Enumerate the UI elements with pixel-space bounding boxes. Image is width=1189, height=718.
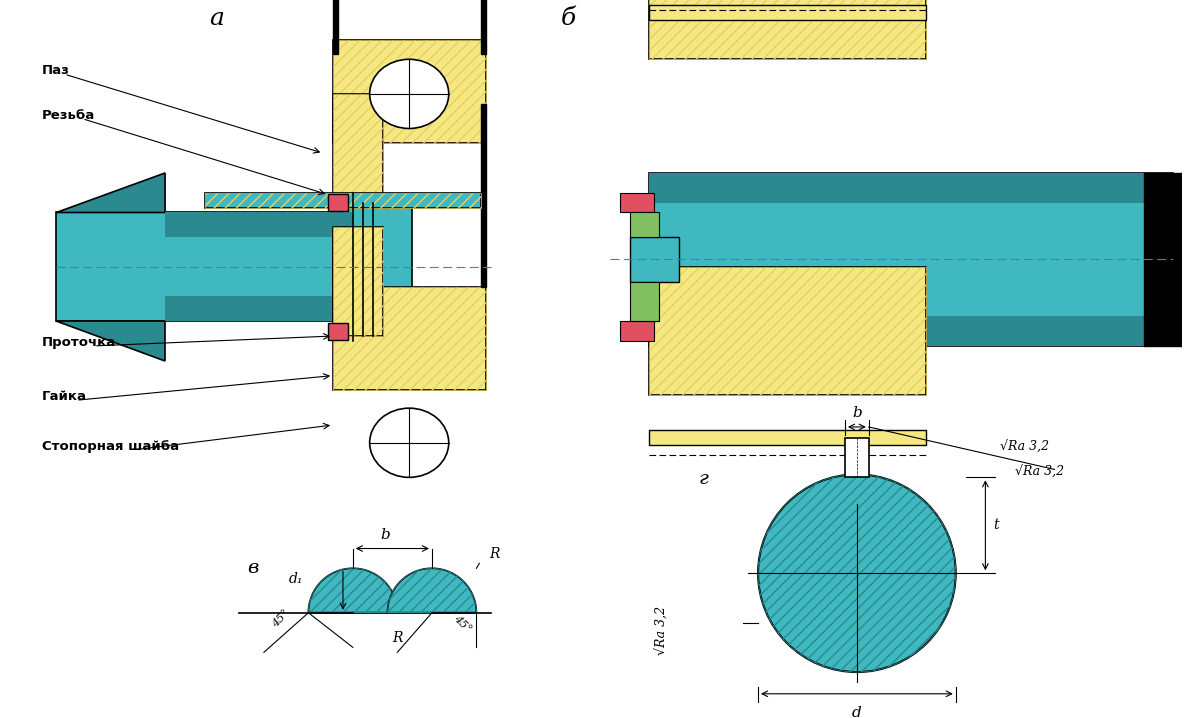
Polygon shape [328,323,348,340]
Bar [333,94,383,202]
Polygon shape [333,197,413,336]
Text: в: в [247,559,258,577]
Text: 45°: 45° [452,613,473,635]
Text: b: b [380,528,390,541]
Text: Паз: Паз [42,64,69,77]
Polygon shape [308,568,397,612]
Text: R: R [392,631,403,645]
Bar [649,0,926,60]
Bar [649,267,926,396]
Polygon shape [630,213,659,237]
Bar [333,286,486,391]
Bar [482,0,486,55]
Bar [333,39,486,144]
Bar [333,94,383,202]
Polygon shape [205,192,482,208]
Polygon shape [649,173,1174,346]
Bar [333,286,486,391]
Bar [333,39,486,144]
Text: Гайка: Гайка [42,391,87,404]
Text: б: б [560,6,575,29]
Ellipse shape [370,60,448,129]
Bar [333,228,383,336]
Bar [333,228,383,336]
Text: г: г [699,470,709,488]
Polygon shape [649,316,1174,346]
Polygon shape [619,192,654,213]
Text: √Ra 3,2: √Ra 3,2 [1000,439,1050,452]
Polygon shape [388,568,477,612]
Text: √Ra 3,2: √Ra 3,2 [1015,465,1064,477]
Text: 45°: 45° [271,608,292,630]
Text: t: t [993,518,999,532]
Text: Стопорная шайба: Стопорная шайба [42,439,178,452]
Text: Проточка: Проточка [42,336,115,349]
Bar [649,267,926,396]
Polygon shape [328,194,348,210]
Polygon shape [165,213,353,237]
Circle shape [759,475,956,672]
Text: √Ra 3,2: √Ra 3,2 [654,606,667,656]
Text: Резьба: Резьба [42,108,95,121]
Bar [649,430,926,444]
Polygon shape [56,173,165,213]
Polygon shape [630,281,659,321]
Polygon shape [630,237,679,281]
Text: d: d [853,706,862,718]
Text: b: b [853,406,862,420]
Bar [649,0,926,60]
Polygon shape [56,321,165,360]
Text: d₁: d₁ [289,572,303,586]
Bar [845,438,869,477]
Text: R: R [489,547,499,561]
Polygon shape [619,321,654,341]
Bar [649,5,926,20]
Text: a: a [209,6,225,29]
Polygon shape [1144,173,1182,346]
Bar [333,0,338,55]
Polygon shape [649,173,1174,202]
Ellipse shape [370,408,448,477]
Polygon shape [165,297,353,321]
Bar [482,104,486,286]
Polygon shape [56,213,353,321]
